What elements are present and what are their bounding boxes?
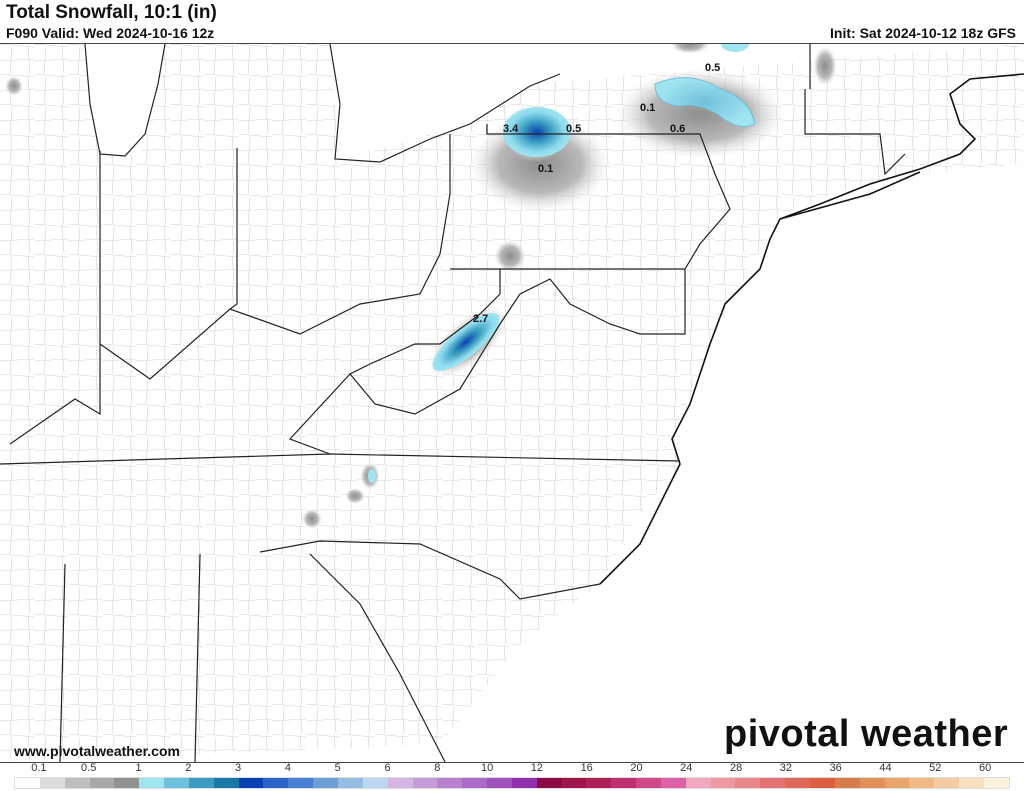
colorbar-swatch bbox=[536, 778, 562, 788]
colorbar-swatch bbox=[362, 778, 388, 788]
colorbar-swatch bbox=[437, 778, 463, 788]
colorbar-swatch bbox=[238, 778, 264, 788]
colorbar-label: 0.5 bbox=[81, 762, 97, 774]
colorbar-swatch bbox=[64, 778, 90, 788]
valid-time: F090 Valid: Wed 2024-10-16 12z bbox=[6, 25, 215, 41]
colorbar-swatch bbox=[859, 778, 885, 788]
colorbar-label: 60 bbox=[978, 762, 992, 774]
colorbar-swatch bbox=[983, 778, 1009, 788]
colorbar-swatch bbox=[660, 778, 686, 788]
map-title: Total Snowfall, 10:1 (in) bbox=[6, 2, 217, 23]
colorbar-swatch bbox=[959, 778, 984, 788]
website-url: www.pivotalweather.com bbox=[14, 743, 180, 759]
colorbar-swatch bbox=[462, 778, 488, 788]
colorbar-swatch bbox=[15, 778, 40, 788]
colorbar-label: 32 bbox=[779, 762, 793, 774]
colorbar-labels: 0.1 0.5 1 2 3 4 5 6 8 10 12 16 20 24 28 32 36 44 52 60 bbox=[14, 762, 1010, 776]
colorbar-swatch bbox=[511, 778, 537, 788]
colorbar-label: 44 bbox=[879, 762, 892, 774]
map-label-0-6: 0.6 bbox=[670, 123, 685, 135]
colorbar-swatch bbox=[785, 778, 810, 788]
colorbar-label: 1 bbox=[135, 762, 142, 774]
map-label-0-1: 0.1 bbox=[538, 163, 553, 175]
colorbar-swatch bbox=[188, 778, 214, 788]
colorbar-swatch bbox=[685, 778, 711, 788]
colorbar-swatch bbox=[909, 778, 935, 788]
colorbar-label: 36 bbox=[829, 762, 842, 774]
colorbar-label: 5 bbox=[334, 762, 341, 774]
colorbar-swatch bbox=[487, 778, 512, 788]
colorbar-label: 28 bbox=[729, 762, 743, 774]
colorbar-label: 4 bbox=[284, 762, 291, 774]
colorbar-swatch bbox=[263, 778, 289, 788]
colorbar-swatch bbox=[164, 778, 189, 788]
land-area bbox=[0, 44, 1024, 762]
colorbar-swatch bbox=[313, 778, 338, 788]
map-label-0-5-ny: 0.5 bbox=[705, 62, 720, 74]
colorbar-swatch bbox=[710, 778, 736, 788]
colorbar-label: 10 bbox=[480, 762, 494, 774]
init-time: Init: Sat 2024-10-12 18z GFS bbox=[830, 25, 1016, 41]
colorbar-label: 20 bbox=[630, 762, 643, 774]
colorbar-label: 24 bbox=[680, 762, 693, 774]
colorbar-swatch bbox=[810, 778, 835, 788]
colorbar-swatch bbox=[288, 778, 314, 788]
colorbar-swatch bbox=[586, 778, 612, 788]
colorbar-swatch bbox=[934, 778, 960, 788]
colorbar-swatch bbox=[760, 778, 786, 788]
colorbar-label: 8 bbox=[434, 762, 441, 774]
colorbar-swatch bbox=[39, 778, 65, 788]
colorbar-swatch bbox=[114, 778, 140, 788]
map-value-labels: 3.4 0.5 0.1 0.5 0.1 0.6 2.7 bbox=[473, 62, 720, 325]
colorbar-swatch bbox=[387, 778, 413, 788]
colorbar-swatch bbox=[139, 778, 165, 788]
colorbar-swatch bbox=[884, 778, 910, 788]
colorbar-swatch bbox=[561, 778, 587, 788]
colorbar-swatch bbox=[735, 778, 761, 788]
colorbar bbox=[14, 777, 1010, 789]
colorbar-swatch bbox=[412, 778, 438, 788]
map-label-3-4: 3.4 bbox=[503, 123, 519, 135]
map-label-2-7: 2.7 bbox=[473, 313, 488, 325]
colorbar-label: 6 bbox=[384, 762, 391, 774]
colorbar-label: 3 bbox=[235, 762, 242, 774]
colorbar-swatch bbox=[834, 778, 860, 788]
snowfall-shading bbox=[5, 44, 837, 529]
colorbar-swatch bbox=[611, 778, 637, 788]
colorbar-swatch bbox=[636, 778, 661, 788]
pivotal-weather-logo: pivotal weather bbox=[724, 713, 1009, 755]
coastline bbox=[599, 73, 1024, 585]
snowfall-map: 3.4 0.5 0.1 0.5 0.1 0.6 2.7 bbox=[0, 43, 1024, 763]
state-boundaries bbox=[0, 44, 906, 762]
colorbar-label: 2 bbox=[185, 762, 192, 774]
map-label-0-1-ny: 0.1 bbox=[640, 102, 655, 114]
colorbar-label: 0.1 bbox=[31, 762, 47, 774]
colorbar-swatch bbox=[337, 778, 363, 788]
map-label-0-5: 0.5 bbox=[566, 123, 581, 135]
colorbar-label: 52 bbox=[929, 762, 942, 774]
colorbar-label: 12 bbox=[530, 762, 544, 774]
colorbar-label: 16 bbox=[580, 762, 593, 774]
colorbar-swatch bbox=[89, 778, 115, 788]
colorbar-swatch bbox=[213, 778, 239, 788]
